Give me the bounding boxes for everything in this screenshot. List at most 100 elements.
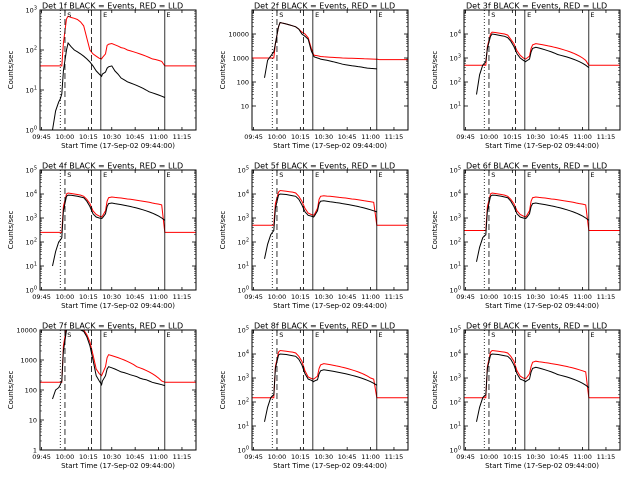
x-tick-label: 10:00 xyxy=(56,293,75,301)
panel-det-3: Det 3f BLACK = Events, RED = LLD Counts/s… xyxy=(431,2,621,150)
y-tick-label: 104 xyxy=(450,30,461,39)
y-tick-label: 100 xyxy=(237,79,249,87)
y-tick-label: 102 xyxy=(450,78,461,87)
lld-series-line xyxy=(40,330,196,383)
panel-title: Det 9f BLACK = Events, RED = LLD xyxy=(466,322,607,331)
events-series-line xyxy=(476,33,590,95)
plot-frame xyxy=(251,329,409,451)
x-tick-label: 11:00 xyxy=(361,133,380,141)
y-tick-label: 105 xyxy=(26,166,37,175)
y-tick-label: 104 xyxy=(238,350,249,359)
x-tick-label: 10:15 xyxy=(79,453,98,461)
y-tick-label: 103 xyxy=(450,54,461,63)
marker-label: S xyxy=(491,11,495,19)
x-axis-label: Start Time (17-Sep-02 09:44:00) xyxy=(273,462,387,470)
marker-label: E xyxy=(315,11,319,19)
y-tick-label: 104 xyxy=(238,190,249,199)
plot-frame xyxy=(39,169,197,291)
marker-label: E xyxy=(315,171,319,179)
x-tick-label: 10:15 xyxy=(291,453,310,461)
marker-label: S xyxy=(279,11,283,19)
x-tick-label: 09:45 xyxy=(244,133,263,141)
y-tick-label: 103 xyxy=(238,374,249,383)
events-series-line xyxy=(52,41,165,130)
x-axis-label: Start Time (17-Sep-02 09:44:00) xyxy=(61,142,175,150)
y-tick-label: 103 xyxy=(26,6,37,15)
marker-label: E xyxy=(527,331,531,339)
y-tick-label: 100 xyxy=(450,446,461,455)
x-tick-label: 09:45 xyxy=(244,453,263,461)
x-tick-label: 10:15 xyxy=(79,293,98,301)
panel-det-9: Det 9f BLACK = Events, RED = LLD Counts/s… xyxy=(431,322,621,470)
x-tick-label: 10:00 xyxy=(480,293,499,301)
y-tick-label: 100 xyxy=(26,286,37,295)
panel-det-8: Det 8f BLACK = Events, RED = LLD Counts/s… xyxy=(219,322,409,470)
plot-frame xyxy=(39,329,197,451)
x-tick-label: 10:00 xyxy=(480,453,499,461)
x-tick-label: 09:45 xyxy=(32,453,51,461)
x-tick-label: 10:15 xyxy=(79,133,98,141)
panel-det-4: Det 4f BLACK = Events, RED = LLD Counts/s… xyxy=(7,162,197,310)
marker-label: E xyxy=(103,171,107,179)
y-tick-label: 10 xyxy=(241,103,249,111)
lld-series-line xyxy=(40,192,196,233)
plot-frame xyxy=(251,169,409,291)
marker-label: S xyxy=(67,11,71,19)
y-tick-label: 103 xyxy=(450,374,461,383)
x-tick-label: 11:00 xyxy=(361,453,380,461)
events-series-line xyxy=(264,21,377,78)
y-tick-label: 105 xyxy=(238,326,249,335)
lld-series-line xyxy=(464,192,620,231)
y-axis-label: Counts/sec xyxy=(7,371,15,410)
x-axis-label: Start Time (17-Sep-02 09:44:00) xyxy=(273,302,387,310)
x-tick-label: 10:45 xyxy=(126,293,145,301)
x-tick-label: 10:15 xyxy=(503,293,522,301)
y-tick-label: 101 xyxy=(238,422,249,431)
plot-frame xyxy=(251,9,409,131)
events-series-line xyxy=(264,193,377,259)
x-tick-label: 10:00 xyxy=(480,133,499,141)
x-tick-label: 10:30 xyxy=(102,133,121,141)
marker-label: S xyxy=(67,171,71,179)
x-tick-label: 11:00 xyxy=(361,293,380,301)
x-tick-label: 09:45 xyxy=(32,133,51,141)
panel-title: Det 6f BLACK = Events, RED = LLD xyxy=(466,162,607,171)
y-tick-label: 101 xyxy=(238,262,249,271)
panel-title: Det 1f BLACK = Events, RED = LLD xyxy=(42,2,183,11)
y-tick-label: 10000 xyxy=(16,327,37,335)
y-tick-label: 102 xyxy=(238,238,249,247)
y-tick-label: 102 xyxy=(26,46,37,55)
marker-label: E xyxy=(527,171,531,179)
marker-label: S xyxy=(67,331,71,339)
x-tick-label: 10:00 xyxy=(56,453,75,461)
marker-label: E xyxy=(590,331,594,339)
lld-series-line xyxy=(252,349,408,399)
plot-frame xyxy=(463,329,621,451)
x-tick-label: 10:15 xyxy=(291,133,310,141)
marker-label: E xyxy=(166,331,170,339)
x-tick-label: 11:00 xyxy=(573,293,592,301)
x-tick-label: 09:45 xyxy=(32,293,51,301)
y-axis-label: Counts/sec xyxy=(431,211,439,250)
y-tick-label: 105 xyxy=(450,166,461,175)
x-axis-label: Start Time (17-Sep-02 09:44:00) xyxy=(485,462,599,470)
y-tick-label: 10000 xyxy=(228,31,249,39)
y-tick-label: 101 xyxy=(26,86,37,95)
x-axis-label: Start Time (17-Sep-02 09:44:00) xyxy=(61,302,175,310)
x-axis-label: Start Time (17-Sep-02 09:44:00) xyxy=(485,142,599,150)
plot-frame xyxy=(463,9,621,131)
y-axis-label: Counts/sec xyxy=(219,211,227,250)
x-tick-label: 09:45 xyxy=(456,133,475,141)
x-tick-label: 10:30 xyxy=(526,133,545,141)
y-tick-label: 102 xyxy=(450,238,461,247)
panel-det-6: Det 6f BLACK = Events, RED = LLD Counts/s… xyxy=(431,162,621,310)
panel-title: Det 7f BLACK = Events, RED = LLD xyxy=(42,322,183,331)
marker-label: E xyxy=(315,331,319,339)
y-tick-label: 1000 xyxy=(232,55,249,63)
x-tick-label: 11:15 xyxy=(385,133,404,141)
y-axis-label: Counts/sec xyxy=(219,51,227,90)
x-tick-label: 11:15 xyxy=(385,293,404,301)
y-axis-label: Counts/sec xyxy=(431,371,439,410)
x-tick-label: 11:15 xyxy=(173,453,192,461)
